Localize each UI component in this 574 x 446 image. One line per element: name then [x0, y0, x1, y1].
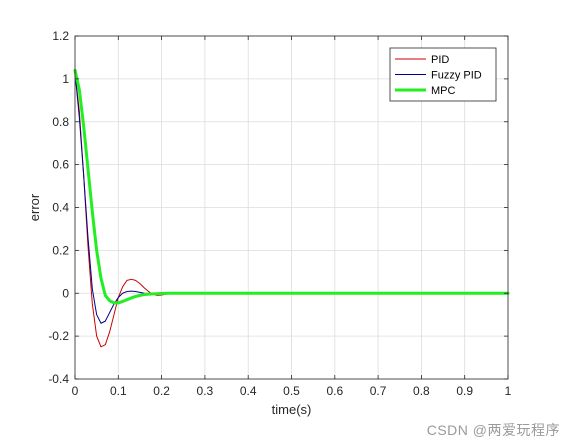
x-ticks: 0 0.1 0.2 0.3 0.4 0.5 0.6 0.7 0.8 0.9 1	[72, 36, 512, 398]
y-tick-label: 1	[62, 72, 69, 86]
series-layer	[73, 68, 510, 348]
y-tick-label: 0.6	[52, 158, 69, 172]
series-line-mpc	[73, 68, 510, 305]
y-axis-label: error	[27, 193, 42, 221]
series-line-fuzzy-pid	[74, 71, 509, 324]
y-tick-label: 0.2	[52, 243, 69, 257]
x-axis-label: time(s)	[272, 402, 312, 417]
y-ticks: -0.4 -0.2 0 0.2 0.4 0.6 0.8 1 1.2	[48, 29, 508, 386]
legend: PID Fuzzy PID MPC	[389, 47, 497, 102]
y-tick-label: -0.4	[48, 372, 69, 386]
x-tick-label: 0.6	[326, 384, 343, 398]
x-tick-label: 0	[72, 384, 79, 398]
watermark: CSDN @两爱玩程序	[426, 422, 560, 438]
x-tick-label: 0.2	[153, 384, 170, 398]
x-tick-label: 0.7	[370, 384, 387, 398]
x-tick-label: 0.3	[197, 384, 214, 398]
x-tick-label: 0.1	[110, 384, 127, 398]
x-tick-label: 0.4	[240, 384, 257, 398]
y-tick-label: 0	[62, 286, 69, 300]
x-tick-label: 0.9	[456, 384, 473, 398]
y-tick-label: -0.2	[48, 329, 69, 343]
x-tick-label: 0.8	[413, 384, 430, 398]
legend-label: Fuzzy PID	[431, 70, 482, 82]
y-tick-label: 1.2	[52, 29, 69, 43]
y-tick-label: 0.8	[52, 115, 69, 129]
legend-label: MPC	[431, 85, 456, 97]
x-tick-label: 1	[505, 384, 512, 398]
legend-label: PID	[431, 54, 449, 66]
x-tick-label: 0.5	[283, 384, 300, 398]
y-tick-label: 0.4	[52, 201, 69, 215]
